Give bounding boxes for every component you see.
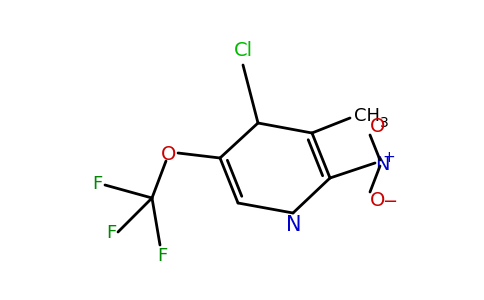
Text: F: F <box>106 224 116 242</box>
Text: O: O <box>370 118 386 136</box>
Text: +: + <box>383 149 395 164</box>
Text: −: − <box>382 193 397 211</box>
Text: N: N <box>375 154 390 173</box>
Text: O: O <box>161 145 176 164</box>
Text: CH: CH <box>354 107 380 125</box>
Text: F: F <box>93 175 103 193</box>
Text: Cl: Cl <box>233 40 253 59</box>
Text: 3: 3 <box>380 116 389 130</box>
Text: N: N <box>286 215 302 235</box>
Text: F: F <box>157 247 167 265</box>
Text: O: O <box>370 190 386 209</box>
